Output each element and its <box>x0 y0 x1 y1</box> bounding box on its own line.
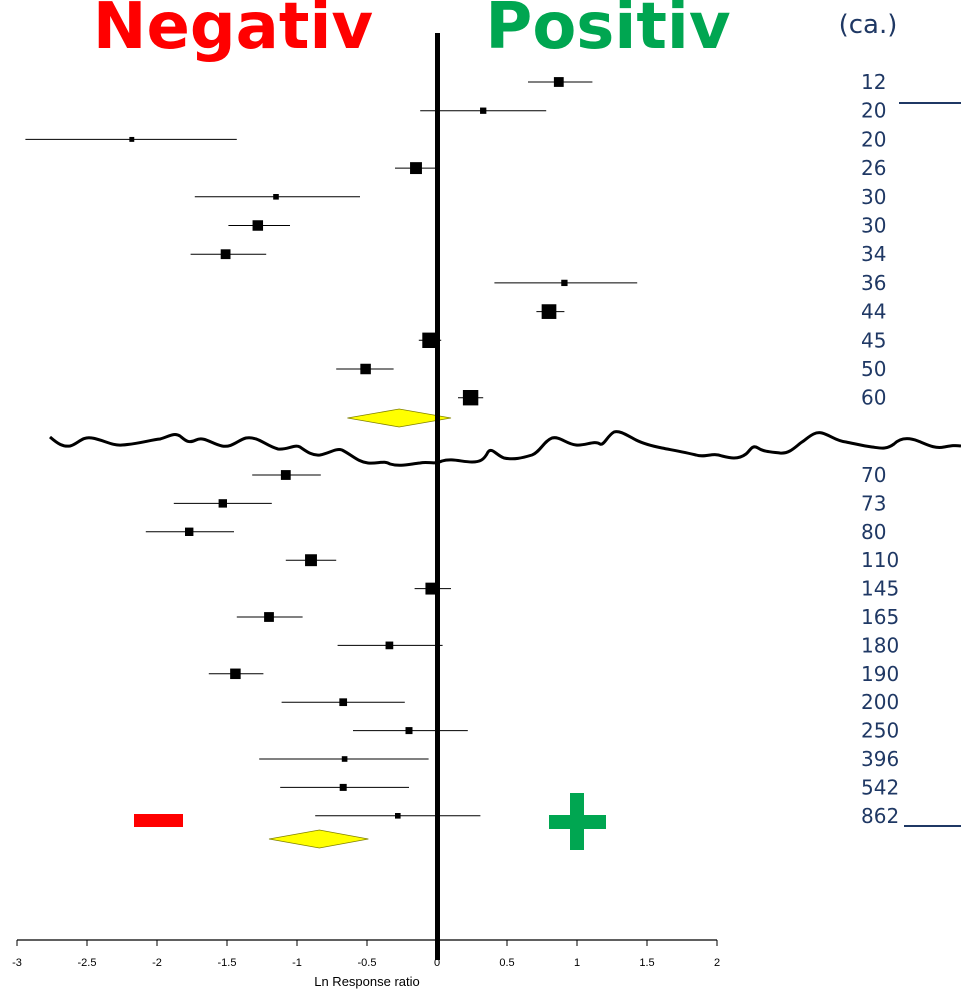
group1-point-marker <box>480 107 487 114</box>
x-tick-label: 1 <box>574 957 580 969</box>
group1-row-label: 30 <box>861 214 886 238</box>
group2-row-label: 542 <box>861 775 899 799</box>
plus-sign <box>549 793 606 850</box>
group1-point-marker <box>360 363 371 375</box>
group1-row-label: 60 <box>861 386 886 410</box>
x-tick-label: -2.5 <box>78 957 97 969</box>
x-tick-label: -1 <box>292 957 302 969</box>
x-tick-label: 1.5 <box>639 957 654 969</box>
group2-summary-diamond <box>268 829 369 849</box>
x-tick-label: -0.5 <box>358 957 377 969</box>
group1-point-marker <box>462 390 479 406</box>
group1-point-marker <box>252 220 264 231</box>
group1-summary-diamond <box>347 408 452 428</box>
group1-point-marker <box>410 162 422 175</box>
group1-row-label: 30 <box>861 185 886 209</box>
group2-point-marker <box>280 470 291 480</box>
group1-point-marker <box>561 279 568 287</box>
group1-row-label: 45 <box>861 328 886 352</box>
x-axis-label: Ln Response ratio <box>314 974 420 989</box>
group2-row-label: 80 <box>861 520 886 544</box>
group2-row-label: 70 <box>861 463 886 487</box>
group1-point-marker <box>541 304 557 319</box>
group2-row-label: 190 <box>861 662 899 686</box>
x-axis-ticks: -3 -2.5 -2 -1.5 -1 -0.5 0 0.5 1 1.5 2 <box>12 940 720 969</box>
group2-row-label: 396 <box>861 747 899 771</box>
x-tick-label: -1.5 <box>218 957 237 969</box>
group2-point-marker <box>264 612 274 622</box>
group2-point-marker <box>185 527 194 536</box>
group2-row-label: 250 <box>861 719 899 743</box>
x-tick-label: 0 <box>434 957 440 969</box>
chart-marks: 12 20 20 26 30 30 34 36 44 45 50 60 70 73 80 110 145 165 1… <box>25 70 899 849</box>
group1-row-label: 36 <box>861 271 886 295</box>
group1-point-marker <box>422 332 438 348</box>
positive-heading: Positiv <box>485 0 730 64</box>
group2-point-marker <box>218 499 227 508</box>
x-tick-label: 0.5 <box>499 957 514 969</box>
group2-row-label: 110 <box>861 548 899 572</box>
group2-row-label: 73 <box>861 491 886 515</box>
group1-row-label: 12 <box>861 70 886 94</box>
group1-row-label: 26 <box>861 156 886 180</box>
x-tick-label: -2 <box>152 957 162 969</box>
group2-point-marker <box>230 668 241 680</box>
x-tick-label: -3 <box>12 957 22 969</box>
negative-heading: Negativ <box>93 0 373 64</box>
group1-point-marker <box>553 77 564 87</box>
group2-point-marker <box>385 641 394 650</box>
group2-row-label: 180 <box>861 633 899 657</box>
group2-point-marker <box>305 554 317 567</box>
group1-point-marker <box>220 249 231 260</box>
minus-sign <box>134 814 183 827</box>
group2-point-marker <box>339 698 348 707</box>
group2-point-marker <box>339 783 347 791</box>
group1-point-marker <box>129 136 135 142</box>
column-header: (ca.) <box>839 10 898 40</box>
group2-row-label: 200 <box>861 690 899 714</box>
group2-point-marker <box>341 756 348 762</box>
break-line <box>49 430 961 467</box>
group1-row-label: 44 <box>861 300 886 324</box>
group1-point-marker <box>273 194 279 200</box>
group2-point-marker <box>425 582 438 595</box>
group2-point-marker <box>395 813 401 819</box>
group2-row-label: 145 <box>861 577 899 601</box>
group1-row-label: 20 <box>861 127 886 151</box>
group1-row-label: 20 <box>861 99 886 123</box>
x-tick-label: 2 <box>714 957 720 969</box>
group1-row-label: 50 <box>861 357 886 381</box>
group1-row-label: 34 <box>861 242 886 266</box>
group2-row-label: 165 <box>861 605 899 629</box>
group2-point-marker <box>405 727 413 735</box>
group2-row-label: 862 <box>861 804 899 828</box>
